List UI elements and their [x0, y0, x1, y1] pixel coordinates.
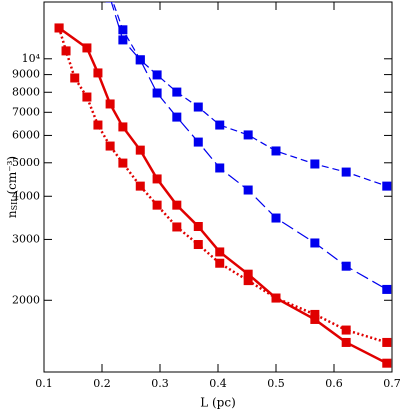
data-point — [82, 92, 92, 102]
x-axis-label: L (pc) — [200, 396, 236, 410]
y-tick-label: 9000 — [12, 68, 40, 81]
data-point — [271, 293, 281, 303]
x-tick-label: 0.6 — [325, 377, 343, 390]
data-point — [215, 120, 225, 130]
data-point — [243, 269, 253, 279]
y-tick-label: 4000 — [12, 189, 40, 202]
data-point — [172, 87, 182, 97]
y-tick-label: 5000 — [12, 156, 40, 169]
data-point — [118, 35, 128, 45]
data-point — [193, 102, 203, 112]
data-point — [215, 258, 225, 268]
data-point — [310, 159, 320, 169]
data-point — [105, 141, 115, 151]
data-point — [215, 247, 225, 257]
data-point — [341, 261, 351, 271]
x-tick-label: 0.2 — [93, 377, 111, 390]
data-point — [341, 325, 351, 335]
x-tick-label: 0.7 — [383, 377, 401, 390]
data-point — [310, 238, 320, 248]
data-point — [310, 309, 320, 319]
data-point — [82, 43, 92, 53]
data-point — [152, 70, 162, 80]
data-point — [152, 174, 162, 184]
data-point — [105, 2, 115, 3]
data-point — [118, 158, 128, 168]
y-label-unit: (cm⁻³) — [5, 156, 19, 195]
y-tick-label: 3000 — [12, 232, 40, 245]
data-point — [310, 314, 320, 324]
y-label-main: n — [5, 210, 19, 218]
data-point — [271, 146, 281, 156]
data-point — [172, 200, 182, 210]
data-point — [193, 240, 203, 250]
y-tick-label: 10⁴ — [22, 52, 41, 65]
data-point — [135, 55, 145, 65]
y-tick-label: 7000 — [12, 105, 40, 118]
data-point — [382, 181, 392, 191]
y-tick-label: 8000 — [12, 85, 40, 98]
data-point — [341, 337, 351, 347]
data-point — [243, 130, 253, 140]
x-tick-label: 0.1 — [35, 377, 53, 390]
y-tick-label: 6000 — [12, 128, 40, 141]
data-point — [61, 46, 71, 56]
data-point — [118, 122, 128, 132]
data-point — [382, 337, 392, 347]
data-point — [243, 185, 253, 195]
data-point — [215, 163, 225, 173]
y-axis-label: nSII (cm⁻³) — [5, 156, 20, 218]
series-line — [110, 2, 388, 290]
data-point — [93, 68, 103, 78]
data-point — [243, 276, 253, 286]
data-point — [93, 120, 103, 130]
data-point — [172, 222, 182, 232]
data-point — [382, 358, 392, 368]
data-point — [172, 112, 182, 122]
data-point — [70, 73, 80, 83]
data-point — [341, 167, 351, 177]
data-point — [135, 145, 145, 155]
data-point — [382, 284, 392, 294]
series-line — [58, 26, 388, 365]
x-tick-label: 0.4 — [209, 377, 227, 390]
y-tick-label: 2000 — [12, 293, 40, 306]
series-line — [57, 27, 388, 344]
series-line — [112, 2, 387, 187]
data-point — [135, 181, 145, 191]
data-point — [54, 23, 64, 33]
data-point — [193, 137, 203, 147]
data-point — [152, 200, 162, 210]
data-point — [271, 213, 281, 223]
x-tick-label: 0.3 — [151, 377, 169, 390]
plot-frame — [43, 1, 393, 373]
data-point — [105, 99, 115, 109]
y-label-sub: SII — [10, 199, 19, 211]
data-point — [118, 25, 128, 35]
x-tick-label: 0.5 — [267, 377, 285, 390]
plot-area — [54, 2, 392, 368]
data-point — [152, 88, 162, 98]
data-point — [193, 222, 203, 232]
